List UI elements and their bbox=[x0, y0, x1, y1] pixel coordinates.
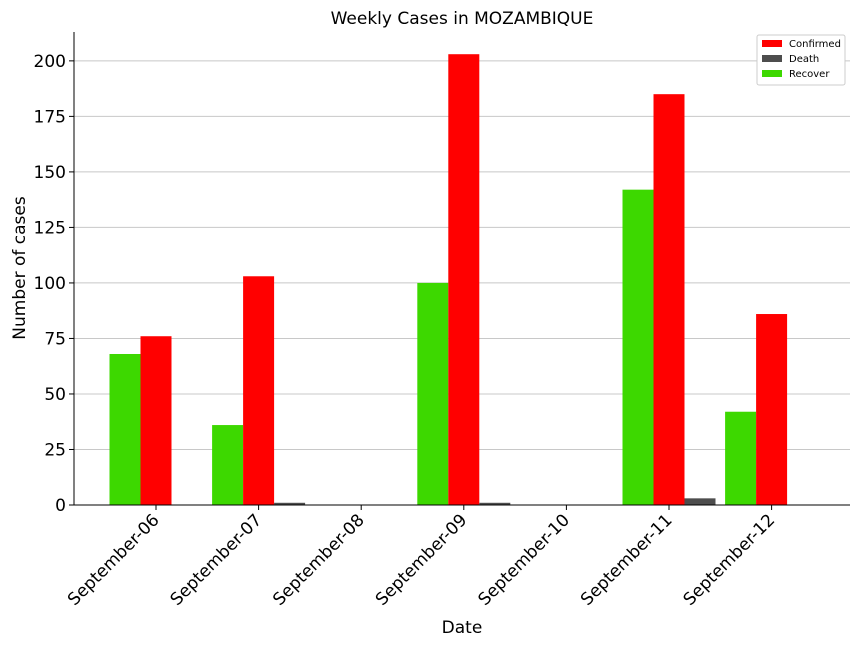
bar-recover bbox=[109, 353, 141, 505]
bar-death bbox=[684, 498, 716, 505]
x-tick-label: September-10 bbox=[474, 510, 573, 609]
x-tick-label: September-06 bbox=[64, 510, 163, 609]
y-tick-label: 200 bbox=[34, 52, 66, 72]
bar-confirmed bbox=[140, 336, 172, 505]
legend-swatch bbox=[762, 40, 782, 47]
bar-death bbox=[479, 502, 511, 505]
y-tick-label: 100 bbox=[34, 274, 66, 294]
bar-recover bbox=[725, 411, 757, 505]
bar-confirmed bbox=[756, 314, 788, 505]
y-axis-label: Number of cases bbox=[10, 196, 30, 340]
x-axis-label: Date bbox=[442, 618, 483, 638]
legend-swatch bbox=[762, 55, 782, 62]
y-ticks: 0 25 50 75 100 125 150 175 200 bbox=[34, 52, 74, 516]
y-tick-label: 0 bbox=[55, 496, 66, 516]
bar-confirmed bbox=[243, 276, 275, 505]
legend-label: Recover bbox=[789, 69, 830, 80]
bar-recover bbox=[212, 425, 244, 505]
legend-swatch bbox=[762, 70, 782, 77]
x-tick-label: September-07 bbox=[167, 510, 266, 609]
y-tick-label: 50 bbox=[44, 385, 66, 405]
x-tick-label: September-08 bbox=[269, 510, 368, 609]
x-tick-label: September-11 bbox=[577, 510, 676, 609]
bar-confirmed bbox=[448, 54, 480, 505]
bar-recover bbox=[622, 189, 654, 505]
y-tick-label: 125 bbox=[34, 218, 66, 238]
axes bbox=[73, 32, 850, 506]
y-tick-label: 25 bbox=[44, 440, 66, 460]
legend-label: Death bbox=[789, 54, 819, 65]
y-tick-label: 150 bbox=[34, 163, 66, 183]
x-ticks: September-06 September-07 September-08 Sept… bbox=[64, 505, 779, 610]
chart-title: Weekly Cases in MOZAMBIQUE bbox=[331, 9, 594, 29]
bar-death bbox=[274, 502, 306, 505]
x-tick-label: September-09 bbox=[372, 510, 471, 609]
x-tick-label: September-12 bbox=[680, 510, 779, 609]
bar-confirmed bbox=[653, 94, 685, 505]
y-tick-label: 75 bbox=[44, 329, 66, 349]
legend: Confirmed Death Recover bbox=[756, 34, 846, 86]
bars bbox=[109, 54, 788, 505]
bar-recover bbox=[417, 282, 449, 505]
legend-label: Confirmed bbox=[789, 39, 841, 50]
y-tick-label: 175 bbox=[34, 107, 66, 127]
